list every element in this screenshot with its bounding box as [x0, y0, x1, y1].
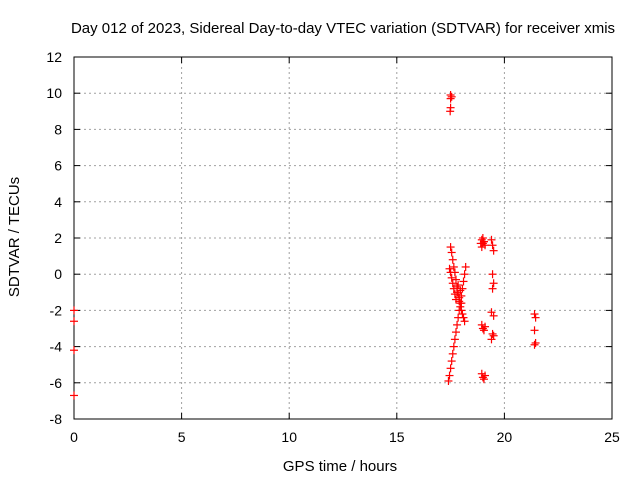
chart-title: Day 012 of 2023, Sidereal Day-to-day VTE…: [71, 20, 615, 37]
data-point: [478, 373, 487, 382]
data-point: [447, 357, 456, 366]
data-point: [445, 264, 454, 273]
data-point: [449, 342, 458, 351]
y-tick-label: -6: [50, 375, 63, 391]
data-point: [456, 302, 465, 311]
data-point: [489, 311, 498, 320]
data-point: [460, 270, 469, 279]
x-tick-label: 25: [604, 429, 620, 445]
data-point: [70, 391, 78, 400]
data-point: [453, 320, 462, 329]
data-point: [487, 235, 496, 244]
data-point: [455, 293, 464, 302]
data-point: [446, 268, 455, 277]
data-point: [531, 313, 540, 322]
data-point: [477, 243, 486, 252]
data-point: [444, 376, 453, 385]
data-point: [447, 248, 456, 257]
x-tick-label: 5: [178, 429, 186, 445]
x-tick-labels: 0 5 10 15 20 25: [70, 429, 620, 445]
data-point: [70, 317, 78, 326]
data-point: [447, 92, 456, 101]
data-point: [481, 371, 490, 380]
data-point: [70, 306, 78, 315]
data-point: [448, 349, 457, 358]
data-point: [447, 273, 456, 282]
data-point: [479, 375, 488, 384]
data-point: [459, 313, 468, 322]
data-point: [487, 308, 496, 317]
grid-lines: [74, 57, 612, 419]
data-point: [478, 324, 487, 333]
data-point: [446, 364, 455, 373]
x-axis-label: GPS time / hours: [283, 458, 397, 475]
data-point: [458, 284, 467, 293]
data-point: [448, 279, 457, 288]
data-point: [488, 270, 497, 279]
y-axis-label: SDTVAR / TECUs: [6, 177, 23, 297]
data-point: [446, 107, 455, 116]
x-tick-label: 15: [389, 429, 405, 445]
x-tick-label: 20: [497, 429, 513, 445]
data-point: [488, 241, 497, 250]
axis-ticks: [73, 56, 613, 420]
data-point: [450, 335, 459, 344]
data-point: [460, 317, 469, 326]
x-tick-label: 0: [70, 429, 78, 445]
data-point: [479, 237, 488, 246]
y-tick-label: 4: [54, 194, 62, 210]
data-point: [488, 329, 497, 338]
data-point: [531, 338, 540, 347]
y-tick-label: -2: [50, 302, 63, 318]
data-point: [479, 326, 488, 335]
data-point: [456, 286, 465, 295]
y-tick-label: -4: [50, 339, 63, 355]
data-point: [489, 331, 498, 340]
data-point: [530, 310, 539, 319]
data-point: [489, 246, 498, 255]
y-tick-label: 10: [46, 85, 62, 101]
data-point: [488, 284, 497, 293]
data-point: [530, 340, 539, 349]
y-tick-label: 0: [54, 266, 62, 282]
y-tick-label: 12: [46, 49, 62, 65]
data-point: [457, 299, 466, 308]
y-tick-labels: -8 -6 -4 -2 0 2 4 6 8 10 12: [46, 49, 62, 427]
data-point: [458, 310, 467, 319]
y-tick-label: 2: [54, 230, 62, 246]
data-point: [457, 306, 466, 315]
y-tick-label: 8: [54, 121, 62, 137]
data-point: [481, 322, 490, 331]
data-point: [530, 326, 539, 335]
data-point: [478, 239, 487, 248]
data-point: [454, 281, 463, 290]
data-point: [461, 262, 470, 271]
data-point: [445, 371, 454, 380]
data-points: [70, 91, 540, 400]
data-point: [446, 94, 455, 103]
data-point: [446, 243, 455, 252]
data-point: [449, 262, 458, 271]
data-point: [451, 328, 460, 337]
y-tick-label: 6: [54, 158, 62, 174]
data-point: [489, 279, 498, 288]
data-point: [459, 277, 468, 286]
data-point: [487, 335, 496, 344]
data-point: [70, 346, 78, 355]
y-tick-label: -8: [50, 411, 63, 427]
data-point: [448, 255, 457, 264]
x-tick-label: 10: [281, 429, 297, 445]
